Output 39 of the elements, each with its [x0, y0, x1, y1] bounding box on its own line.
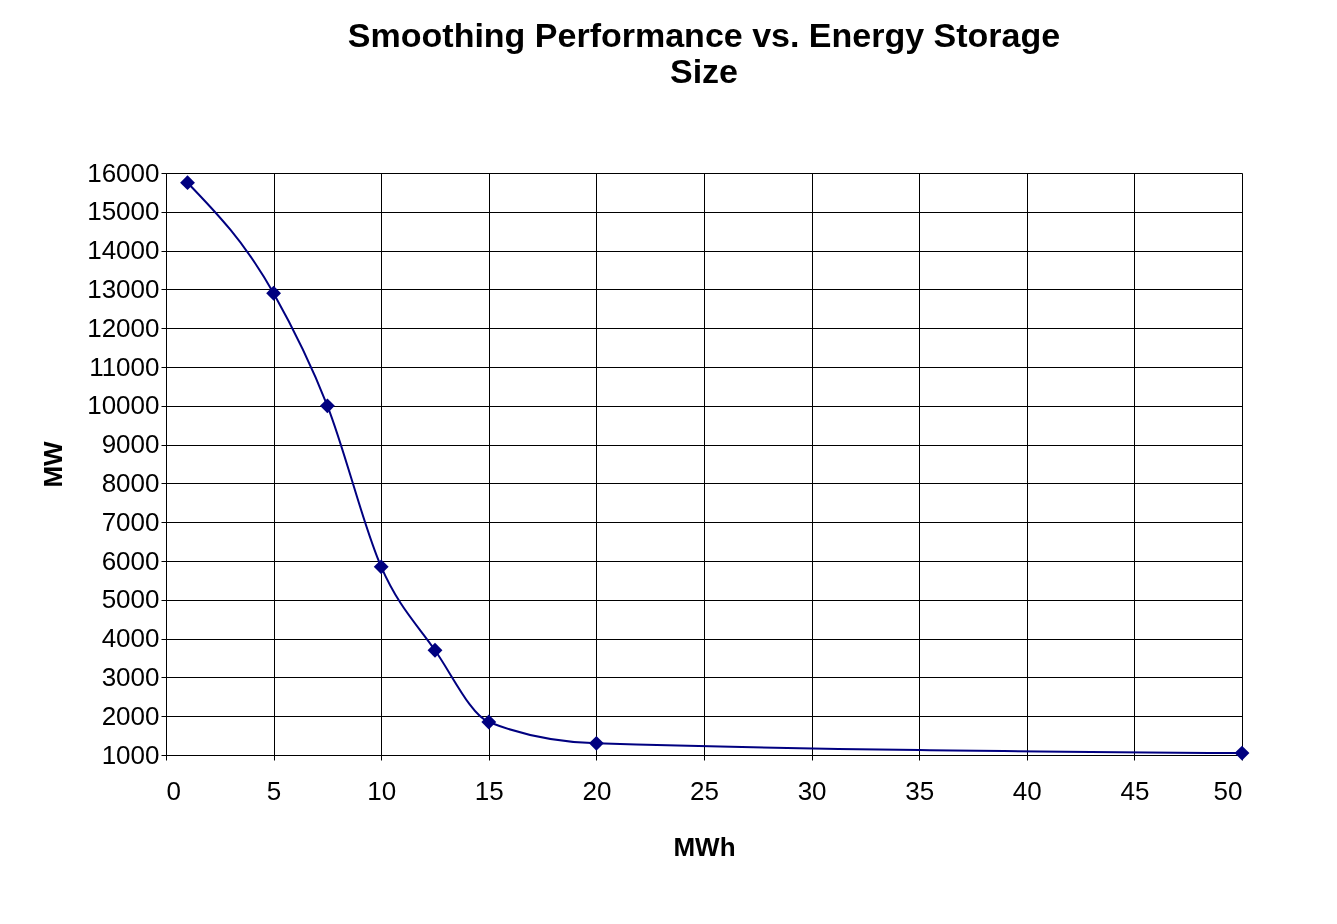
y-tick-label: 13000 — [87, 273, 160, 304]
y-tick-label: 3000 — [101, 661, 160, 692]
point — [180, 175, 195, 191]
y-tick-label: 1000 — [101, 739, 160, 770]
point — [373, 559, 389, 575]
point — [1234, 745, 1250, 761]
y-tick-label: 2000 — [101, 700, 160, 731]
y-axis-title: MW — [38, 440, 69, 488]
x-tick-label: 20 — [582, 775, 612, 806]
point — [319, 398, 335, 414]
x-tick-label: 40 — [1012, 775, 1042, 806]
x-tick-label: 5 — [266, 775, 282, 806]
x-tick-label: 50 — [1213, 775, 1243, 806]
y-tick-label: 5000 — [101, 584, 160, 615]
y-tick-label: 8000 — [101, 467, 160, 498]
y-tick-label: 4000 — [101, 623, 160, 654]
x-tick-label: 35 — [905, 775, 935, 806]
point — [588, 735, 604, 751]
x-tick-label: 0 — [166, 775, 181, 806]
y-tick-label: 12000 — [87, 312, 160, 343]
x-tick-label: 10 — [367, 775, 397, 806]
y-tick-label: 15000 — [87, 196, 160, 227]
x-tick-label: 25 — [690, 775, 719, 806]
y-tick-label: 11000 — [89, 351, 160, 382]
y-tick-label: 7000 — [101, 506, 160, 537]
x-axis-title: MWh — [673, 831, 736, 862]
y-tick-label: 14000 — [87, 235, 160, 266]
x-tick-label: 30 — [797, 775, 827, 806]
y-tick-label: 9000 — [101, 429, 160, 460]
text: Size — [669, 52, 739, 90]
y-tick-label: 10000 — [87, 390, 160, 421]
text: Smoothing Performance vs. Energy Storage — [347, 16, 1061, 54]
y-tick-label: 6000 — [101, 545, 160, 576]
y-tick-label: 16000 — [87, 157, 160, 188]
point — [266, 285, 282, 301]
point — [427, 642, 443, 658]
point — [481, 714, 497, 730]
x-tick-label: 15 — [474, 775, 504, 806]
x-tick-label: 45 — [1120, 775, 1150, 806]
